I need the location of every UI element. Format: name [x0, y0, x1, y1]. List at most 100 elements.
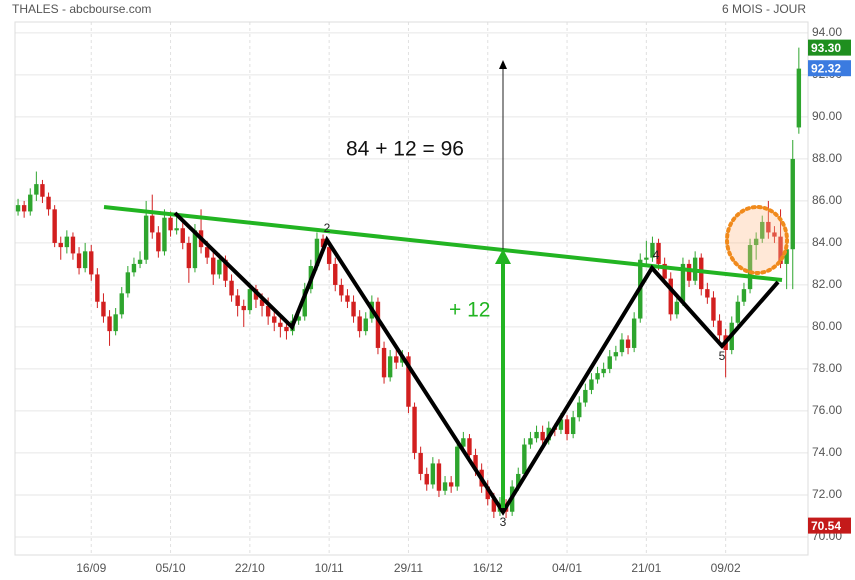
candle-body: [375, 301, 381, 348]
pattern-line: [173, 211, 780, 516]
candle-body: [461, 438, 466, 447]
candle-body: [204, 247, 210, 258]
candle-body: [320, 238, 326, 248]
candle-body: [119, 293, 124, 315]
candle-body: [528, 438, 533, 445]
candle-body: [82, 251, 88, 269]
gain-label: + 12: [449, 299, 490, 322]
candle-body: [363, 318, 368, 332]
neckline: [103, 205, 783, 282]
x-tick-label: 10/11: [315, 561, 344, 575]
candle-body: [272, 316, 277, 323]
candle-body: [156, 232, 161, 252]
candle-body: [455, 446, 460, 487]
x-tick-label: 04/01: [552, 561, 582, 575]
candle-body: [229, 280, 234, 296]
candle-body: [34, 184, 39, 195]
candle-body: [28, 194, 33, 212]
candle-body: [131, 263, 137, 273]
candle-body: [558, 419, 564, 430]
candle-body: [278, 322, 283, 327]
candle-body: [595, 373, 600, 380]
candle-body: [333, 263, 338, 285]
candle-body: [302, 289, 307, 317]
candle-body: [424, 473, 429, 485]
candle-body: [760, 221, 765, 239]
candle-body: [741, 289, 747, 302]
candle-body: [418, 452, 423, 474]
candle-body: [436, 463, 442, 491]
annotations: 84 + 12 = 96 + 12 2 3 4 5: [103, 60, 789, 529]
y-tick-label: 74.00: [812, 445, 842, 459]
candle-body: [101, 301, 106, 317]
y-tick-label: 76.00: [812, 403, 842, 417]
candle-body: [107, 316, 112, 332]
candle-body: [778, 236, 783, 264]
candle-body: [168, 217, 173, 231]
candle-body: [357, 316, 362, 332]
candle-body: [772, 232, 777, 237]
y-tick-label: 88.00: [812, 151, 842, 165]
candle-body: [442, 482, 448, 491]
candle-body: [577, 402, 582, 418]
candle-body: [58, 242, 63, 248]
candle-body: [753, 238, 759, 246]
candle-body: [211, 257, 216, 275]
candle-body: [180, 228, 185, 243]
x-tick-label: 05/10: [156, 561, 186, 575]
candle-body: [387, 356, 393, 378]
candle-body: [162, 217, 167, 252]
candle-body: [430, 463, 436, 485]
point-label: 2: [324, 221, 331, 235]
candle-body: [680, 263, 686, 302]
candle-body: [589, 379, 594, 390]
x-tick-label: 21/01: [631, 561, 661, 575]
point-label: 5: [719, 349, 726, 363]
candle-body: [674, 301, 680, 315]
price-tag: [808, 517, 851, 534]
candle-body: [345, 295, 350, 302]
arrow-head: [499, 60, 507, 69]
y-tick-label: 86.00: [812, 193, 842, 207]
candle-body: [247, 289, 253, 311]
price-tag-label: 93.30: [811, 41, 841, 55]
candle-body: [644, 257, 649, 260]
candle-body: [296, 316, 301, 321]
candle-body: [70, 236, 76, 254]
candle-body: [137, 259, 143, 264]
price-tag-label: 92.32: [811, 61, 841, 75]
candle-body: [650, 242, 655, 258]
candle-body: [473, 455, 478, 470]
candle-body: [485, 486, 490, 500]
candle-body: [339, 284, 344, 296]
candle-body: [662, 263, 667, 279]
candle-body: [583, 389, 588, 403]
candle-body: [540, 431, 545, 441]
candle-body: [796, 68, 802, 128]
price-tag: [808, 39, 851, 56]
candle-body: [186, 242, 192, 269]
y-tick-label: 78.00: [812, 361, 842, 375]
candle-body: [351, 301, 356, 317]
candle-body: [601, 368, 606, 374]
x-tick-label: 16/12: [473, 561, 503, 575]
candle-body: [705, 289, 710, 298]
candle-body: [15, 205, 21, 212]
candle-body: [570, 417, 576, 435]
x-tick-label: 22/10: [235, 561, 265, 575]
price-tag: [808, 60, 851, 77]
candle-body: [790, 158, 795, 250]
candle-body: [326, 247, 332, 264]
candle-body: [125, 272, 131, 294]
candle-body: [174, 228, 179, 231]
y-tick-label: 82.00: [812, 277, 842, 291]
candle-body: [64, 236, 70, 248]
candle-body: [113, 314, 118, 332]
candle-body: [95, 274, 100, 302]
y-tick-label: 90.00: [812, 109, 842, 123]
candle-body: [406, 356, 411, 407]
candle-body: [259, 299, 265, 306]
candle-body: [747, 245, 753, 290]
candle-body: [46, 196, 51, 210]
equation: 84 + 12 = 96: [346, 138, 464, 161]
